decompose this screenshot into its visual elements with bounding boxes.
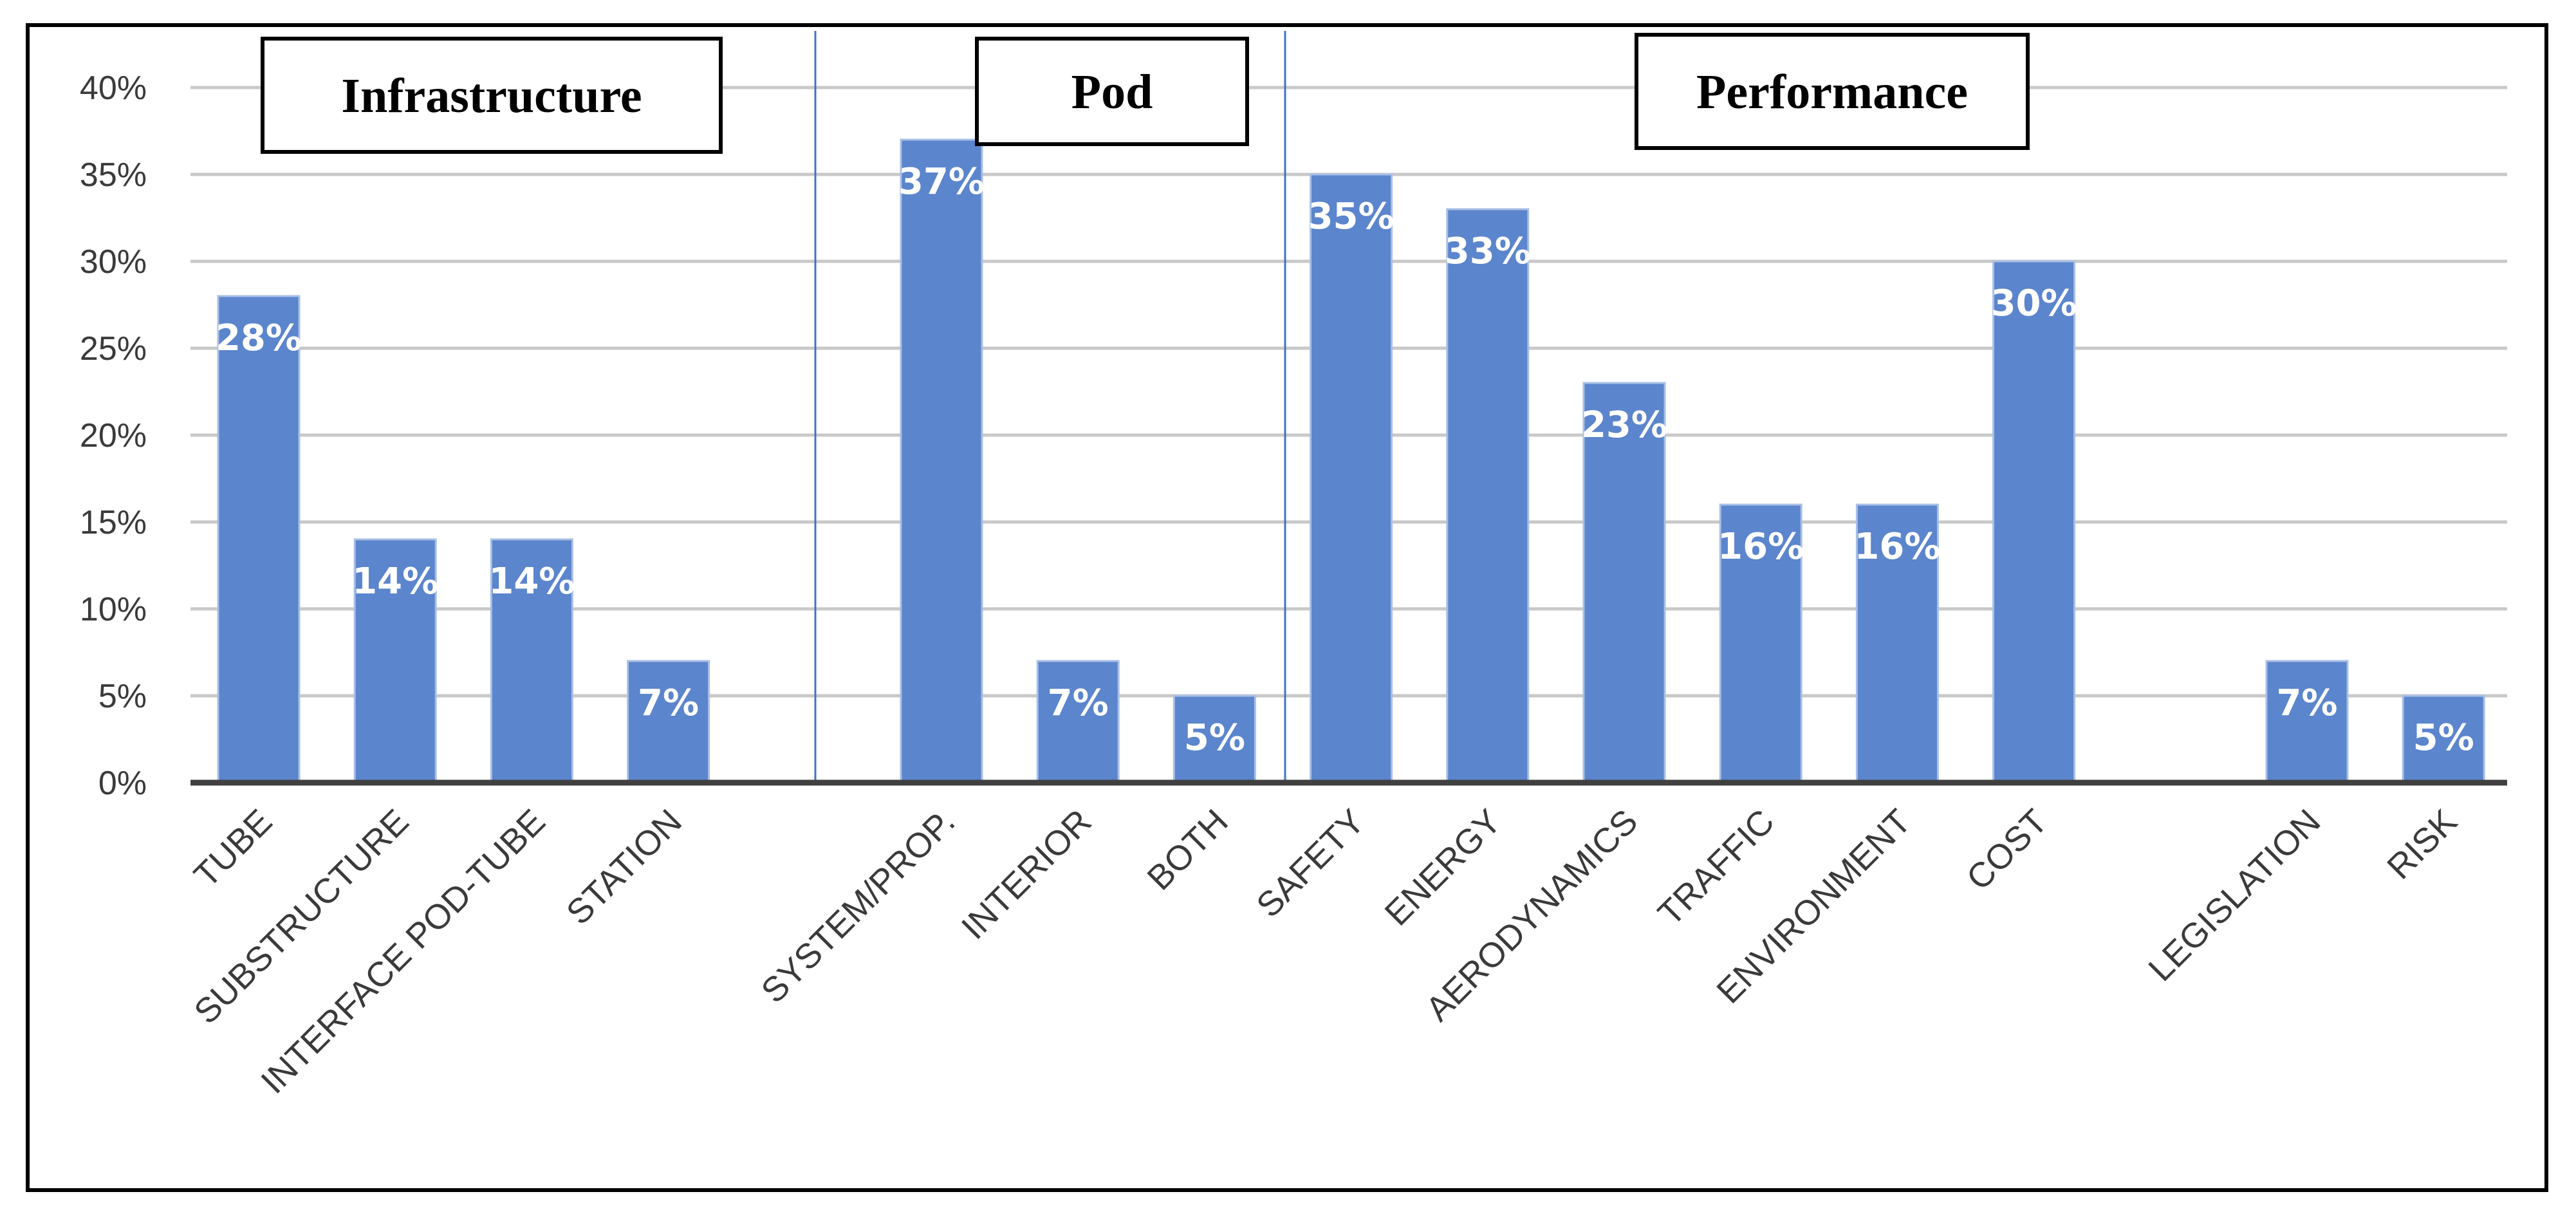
data-label: 30% [1991, 283, 2077, 324]
y-tick-label: 25% [80, 330, 147, 368]
bar-system-prop [900, 138, 983, 784]
group-header-label: Performance [1696, 65, 1968, 119]
y-tick-label: 20% [80, 417, 147, 454]
group-header-box [975, 37, 1249, 146]
category-label: COST [1960, 802, 2055, 898]
data-label: 7% [638, 682, 699, 724]
y-tick-label: 15% [80, 504, 147, 541]
category-label: RISK [2380, 802, 2465, 887]
category-label: SYSTEM/PROP. [754, 802, 963, 1011]
chart-frame: 0% 5% 10% 15% 20% 25% 30% 35% 40% 28% 14% 14% 7% 37% 7… [26, 23, 2548, 1192]
category-label: INTERFACE POD-TUBE [254, 802, 553, 1101]
bar-interior [1036, 660, 1120, 784]
y-tick-label: 5% [98, 678, 147, 715]
data-label: 14% [488, 561, 575, 602]
bar-risk [2402, 694, 2485, 784]
category-label: LEGISLATION [2141, 802, 2328, 989]
bar-interface-pod-tube [490, 538, 573, 784]
bar-tube [217, 295, 301, 784]
category-label: ENERGY [1378, 802, 1509, 933]
bar-chart: 0% 5% 10% 15% 20% 25% 30% 35% 40% 28% 14% 14% 7% 37% 7… [80, 31, 2507, 1101]
category-label: TRAFFIC [1651, 802, 1782, 933]
data-label: 16% [1718, 526, 1804, 568]
y-tick-label: 0% [98, 765, 147, 802]
data-label: 5% [2413, 717, 2474, 759]
bar-cost [1992, 260, 2076, 784]
data-label: 35% [1308, 196, 1395, 238]
group-header-label: Infrastructure [341, 69, 642, 123]
category-label: TUBE [187, 802, 279, 895]
data-label: 7% [1048, 682, 1109, 724]
bar-aerodynamics [1582, 382, 1666, 784]
y-tick-label: 40% [80, 70, 147, 107]
bar-safety [1310, 173, 1393, 784]
data-label: 5% [1184, 717, 1245, 759]
category-label: SAFETY [1249, 802, 1372, 925]
data-label: 16% [1854, 526, 1940, 568]
data-label: 23% [1581, 404, 1667, 446]
data-label: 14% [352, 561, 438, 602]
group-header-label: Pod [1071, 65, 1153, 119]
y-tick-label: 35% [80, 156, 147, 194]
category-label: BOTH [1140, 802, 1236, 898]
data-label: 28% [216, 317, 302, 359]
data-label: 37% [898, 161, 985, 203]
category-label: INTERIOR [954, 802, 1099, 947]
group-header-box [261, 37, 723, 154]
bar-energy [1446, 208, 1530, 784]
y-tick-label: 10% [80, 591, 147, 628]
bar-legislation [2265, 660, 2349, 784]
bar-both [1172, 694, 1256, 784]
bar-substructure [353, 538, 437, 784]
y-tick-label: 30% [80, 243, 147, 281]
category-label: STATION [559, 802, 689, 932]
group-header-box [1635, 33, 2030, 150]
data-label: 7% [2276, 682, 2337, 724]
bar-environment [1855, 503, 1939, 784]
data-label: 33% [1445, 230, 1531, 272]
bar-traffic [1719, 503, 1802, 784]
